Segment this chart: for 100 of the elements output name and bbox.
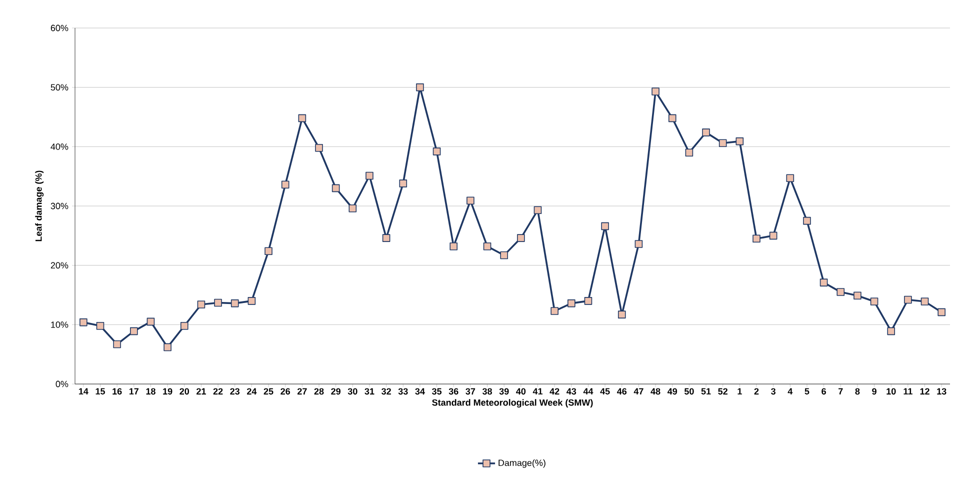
point [146,318,155,326]
point [332,184,340,192]
point [870,298,878,306]
point [366,172,374,180]
point [803,216,811,225]
x-tick-label: 49 [667,388,678,395]
point [500,251,508,260]
x-tick-label: 19 [163,388,172,395]
x-tick-label: 21 [196,388,206,394]
x-tick-label: 2 [754,388,759,394]
point [164,343,172,352]
point [483,242,492,250]
point [214,298,222,307]
x-tick-label: 33 [398,388,408,395]
x-tick-label: 17 [129,388,139,394]
point [920,298,929,306]
point [634,240,643,248]
point [281,180,290,189]
point [668,114,676,122]
y-axis-title: Leaf damage (%) [35,170,44,242]
x-tick-label: 1 [738,388,742,394]
x-tick-label: 34 [415,388,425,395]
point [685,148,694,156]
point [652,88,660,96]
point [399,180,408,188]
point [769,232,778,240]
point [836,288,845,296]
point [80,318,88,326]
x-tick-label: 10 [886,388,896,395]
y-tick-label: 20% [50,262,68,269]
x-tick-label: 42 [550,388,560,394]
point [315,144,323,152]
x-tick-label: 52 [718,388,728,395]
y-tick-label: 30% [50,202,68,210]
point [736,137,744,146]
point [718,139,727,148]
x-tick-label: 4 [788,388,793,394]
x-tick-label: 13 [937,388,946,395]
x-tick-label: 35 [432,388,442,395]
x-tick-label: 46 [617,388,627,395]
x-tick-label: 43 [566,388,576,395]
x-tick-label: 5 [804,388,810,394]
point [887,327,896,336]
point [702,128,710,136]
x-tick-label: 14 [78,388,88,394]
point [938,308,946,316]
y-tick-label: 40% [50,143,68,150]
x-tick-label: 6 [822,388,826,395]
x-tick-label: 40 [516,388,526,395]
point [584,297,592,305]
x-tick-label: 12 [920,388,930,394]
point [854,292,862,300]
point [517,234,525,242]
point [197,300,206,308]
x-tick-label: 23 [230,388,240,395]
x-tick-label: 16 [112,388,122,395]
x-tick-label: 27 [297,388,307,394]
x-tick-label: 3 [771,388,776,395]
point [416,83,424,92]
point [752,234,760,243]
x-tick-label: 8 [855,388,860,395]
point [450,242,458,250]
x-tick-label: 26 [280,388,290,395]
x-tick-label: 15 [96,388,105,394]
x-tick-label: 37 [466,388,476,395]
point [904,296,912,304]
point [550,307,558,315]
x-tick-label: 30 [348,388,358,395]
x-tick-label: 38 [482,388,492,395]
x-tick-label: 36 [448,388,458,395]
point [786,174,794,182]
x-tick-label: 39 [499,388,509,395]
x-tick-label: 48 [650,388,660,395]
point [348,204,357,212]
point [567,299,576,308]
x-axis-title: Standard Meteorological Week (SMW) [432,399,593,408]
point [130,327,138,336]
x-tick-label: 32 [382,388,391,395]
point [820,278,828,286]
x-tick-label: 29 [331,388,340,395]
y-tick-label: 0% [56,380,68,388]
point [466,196,474,205]
legend-label: Damage(%) [498,459,546,468]
point [432,148,441,156]
x-tick-label: 28 [314,388,324,395]
point [248,297,256,305]
x-tick-label: 47 [634,388,644,394]
point [298,114,306,122]
x-tick-label: 24 [246,388,257,394]
point [113,340,121,348]
x-tick-label: 9 [872,388,876,395]
point [618,310,626,318]
y-tick-label: 60% [50,24,68,32]
point [96,322,104,330]
x-tick-label: 44 [583,388,594,394]
x-tick-label: 22 [213,388,223,394]
point [534,206,542,214]
x-tick-label: 41 [532,388,542,394]
x-tick-label: 45 [600,388,610,394]
x-tick-label: 50 [684,388,694,395]
